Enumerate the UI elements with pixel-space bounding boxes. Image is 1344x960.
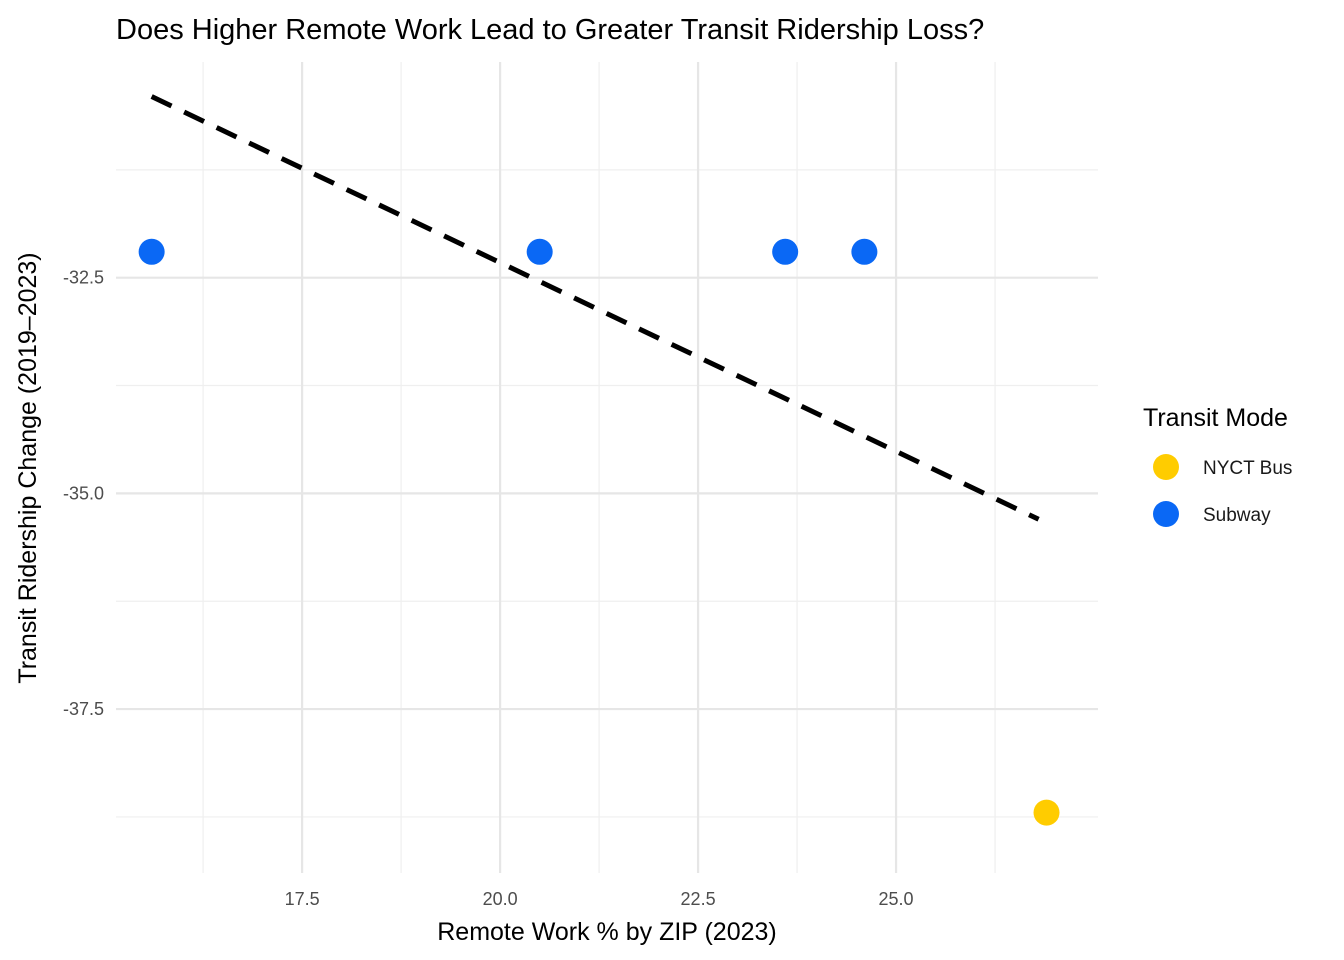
data-point-subway [526, 238, 553, 265]
data-point-subway [138, 238, 165, 265]
x-tick-label: 22.5 [681, 889, 716, 909]
data-point-subway [851, 238, 878, 265]
y-axis-title: Transit Ridership Change (2019–2023) [14, 252, 42, 683]
y-tick-label: -32.5 [63, 268, 104, 288]
trend-layer [150, 94, 1040, 522]
legend-label: NYCT Bus [1203, 458, 1292, 479]
x-tick-label: 20.0 [483, 889, 518, 909]
points-layer [138, 238, 1060, 826]
data-point-subway [772, 238, 799, 265]
chart-title: Does Higher Remote Work Lead to Greater … [116, 14, 984, 46]
ticks-layer: 17.5 20.0 22.5 25.0 -32.5 -35.0 -37.5 [63, 268, 914, 909]
x-tick-label: 25.0 [879, 889, 914, 909]
legend-entry: NYCT Bus [1153, 454, 1292, 480]
legend: Transit Mode NYCT Bus Subway [1143, 404, 1292, 527]
grid-layer [116, 62, 1098, 873]
legend-title: Transit Mode [1143, 404, 1288, 432]
legend-entries: NYCT Bus Subway [1153, 454, 1292, 527]
x-axis-title: Remote Work % by ZIP (2023) [437, 918, 776, 946]
data-point-nyct-bus [1033, 799, 1060, 826]
legend-key [1153, 454, 1179, 480]
y-tick-label: -35.0 [63, 483, 104, 503]
trend-line [150, 94, 1040, 522]
legend-entry: Subway [1153, 501, 1271, 527]
legend-label: Subway [1203, 505, 1271, 526]
x-tick-label: 17.5 [285, 889, 320, 909]
y-tick-label: -37.5 [63, 699, 104, 719]
legend-key [1153, 501, 1179, 527]
